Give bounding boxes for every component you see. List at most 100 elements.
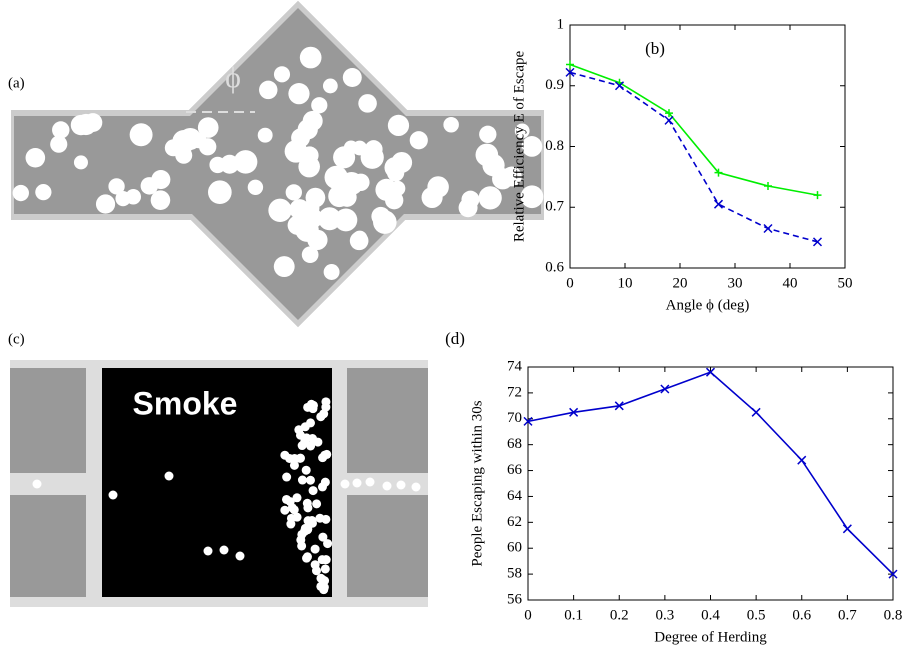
x-tick-label: 0.3 [656,607,675,623]
x-tick-label: 0.8 [884,607,903,623]
person [164,471,174,481]
marker [763,223,773,234]
x-tick-label: 0.7 [838,607,857,623]
person [52,121,70,139]
x-tick-label: 30 [728,275,743,291]
person [521,136,543,157]
person [305,187,326,208]
marker [565,67,575,77]
person [115,190,131,207]
y-axis-label: People Escaping within 30s [469,400,485,566]
person [209,156,226,174]
y-tick-label: 0.9 [545,77,564,93]
person [384,157,406,179]
marker [614,401,624,411]
person [385,191,404,210]
person [373,210,397,234]
person [300,146,319,165]
marker [569,407,579,417]
x-tick-label: 0.5 [747,607,766,623]
person [482,154,505,177]
person [302,498,312,508]
person [303,402,313,412]
person [328,185,351,208]
person [365,477,375,487]
person [387,114,410,137]
person [129,123,153,147]
x-tick-label: 50 [838,275,853,291]
person [32,479,42,489]
plot-frame [527,366,894,601]
marker [523,416,533,426]
person [306,441,316,451]
smoke-label: Smoke [133,385,238,421]
person [443,116,459,133]
person [301,246,319,264]
person [235,551,245,561]
y-tick-label: 68 [507,436,522,452]
person [292,512,302,522]
y-tick-label: 58 [507,566,522,582]
person [273,66,291,83]
person [50,135,68,153]
marker [813,191,822,200]
y-tick-label: 70 [507,410,522,426]
person [307,518,317,528]
marker [660,384,670,394]
panel-c: (c) Smoke [8,331,428,607]
person [280,505,290,515]
wall [10,495,86,597]
person [25,147,46,168]
person [295,453,305,463]
y-axis-label: Relative Efficiency E of Escape [511,51,527,243]
person [287,215,307,235]
person [257,127,273,143]
person [322,449,332,459]
person [323,264,340,280]
person [285,184,302,201]
person [411,482,421,492]
marker [665,109,673,118]
x-tick-label: 0.4 [701,607,720,623]
marker [714,168,723,177]
person [312,499,322,509]
person [175,146,193,164]
x-axis-label: Degree of Herding [654,629,767,645]
wall [347,495,428,597]
person [307,229,328,250]
marker [614,81,625,91]
person [35,184,52,201]
x-tick-label: 0.1 [564,607,583,623]
person [292,493,302,503]
person [320,564,330,574]
person [172,130,196,154]
person [73,155,88,170]
person [520,185,544,209]
wall [347,368,428,473]
person [316,412,326,422]
x-tick-label: 0 [566,275,574,291]
y-tick-label: 62 [507,514,522,530]
person [358,94,377,113]
marker [713,199,724,209]
person [299,46,322,69]
person [321,555,331,565]
person [352,173,370,192]
y-tick-label: 56 [507,591,523,607]
person [291,128,311,148]
person [12,184,29,202]
person [364,140,383,159]
person [382,481,392,491]
person [352,478,362,488]
person [268,198,292,223]
marker [764,181,772,190]
person [340,479,350,489]
x-tick-label: 40 [783,275,798,291]
series-line [569,63,818,196]
angle-symbol: ϕ [225,61,241,94]
person [479,125,497,144]
person [203,546,213,556]
person [197,117,219,138]
person [311,97,328,114]
